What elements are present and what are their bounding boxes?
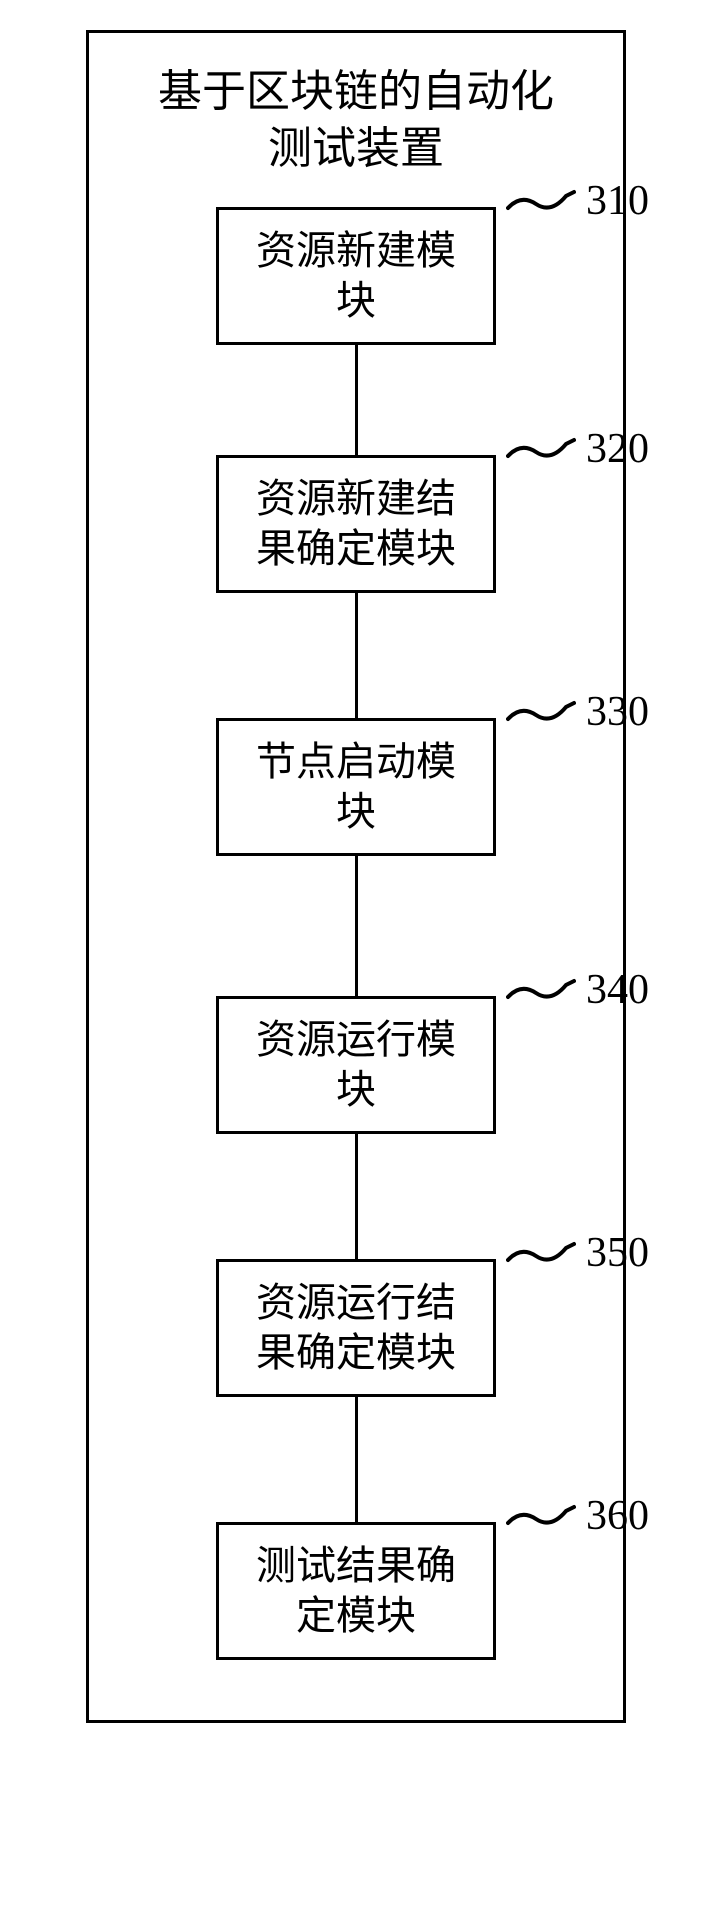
connector-340 <box>355 1134 358 1259</box>
module-row-320: 320资源新建结果确定模块 <box>216 455 496 593</box>
module-text-line1: 资源新建模 <box>256 228 456 273</box>
outer-container: 基于区块链的自动化 测试装置 310资源新建模块 320资源新建结果确定模块 3… <box>86 30 626 1723</box>
module-row-340: 340资源运行模块 <box>216 996 496 1134</box>
label-group-330: 330 <box>506 688 649 736</box>
label-group-310: 310 <box>506 177 649 225</box>
squiggle-icon <box>506 697 576 727</box>
title-line-1: 基于区块链的自动化 <box>158 67 554 116</box>
module-text-line1: 测试结果确 <box>256 1543 456 1588</box>
module-text-line1: 资源运行结 <box>256 1280 456 1325</box>
module-box-360: 测试结果确定模块 <box>216 1522 496 1660</box>
module-text-line2: 块 <box>336 1067 376 1112</box>
module-row-310: 310资源新建模块 <box>216 207 496 345</box>
diagram-title: 基于区块链的自动化 测试装置 <box>158 63 554 177</box>
module-text-line2: 块 <box>336 278 376 323</box>
label-group-350: 350 <box>506 1229 649 1277</box>
node-id-label: 330 <box>586 688 649 736</box>
node-id-label: 340 <box>586 966 649 1014</box>
module-row-350: 350资源运行结果确定模块 <box>216 1259 496 1397</box>
squiggle-icon <box>506 186 576 216</box>
module-text-line2: 果确定模块 <box>256 526 456 571</box>
module-text-line1: 资源新建结 <box>256 476 456 521</box>
node-id-label: 350 <box>586 1229 649 1277</box>
label-group-360: 360 <box>506 1492 649 1540</box>
module-text-line2: 定模块 <box>296 1593 416 1638</box>
module-box-320: 资源新建结果确定模块 <box>216 455 496 593</box>
module-box-340: 资源运行模块 <box>216 996 496 1134</box>
node-id-label: 360 <box>586 1492 649 1540</box>
squiggle-icon <box>506 434 576 464</box>
module-box-330: 节点启动模块 <box>216 718 496 856</box>
module-text-line2: 块 <box>336 789 376 834</box>
module-text-line1: 节点启动模 <box>256 739 456 784</box>
connector-350 <box>355 1397 358 1522</box>
title-line-2: 测试装置 <box>268 124 444 173</box>
label-group-340: 340 <box>506 966 649 1014</box>
module-row-360: 360测试结果确定模块 <box>216 1522 496 1660</box>
nodes-container: 310资源新建模块 320资源新建结果确定模块 330节点启动模块 340资源运… <box>216 207 496 1660</box>
squiggle-icon <box>506 975 576 1005</box>
label-group-320: 320 <box>506 425 649 473</box>
node-id-label: 310 <box>586 177 649 225</box>
connector-330 <box>355 856 358 996</box>
module-box-350: 资源运行结果确定模块 <box>216 1259 496 1397</box>
connector-310 <box>355 345 358 455</box>
module-text-line2: 果确定模块 <box>256 1330 456 1375</box>
connector-320 <box>355 593 358 718</box>
module-text-line1: 资源运行模 <box>256 1017 456 1062</box>
module-box-310: 资源新建模块 <box>216 207 496 345</box>
module-row-330: 330节点启动模块 <box>216 718 496 856</box>
node-id-label: 320 <box>586 425 649 473</box>
squiggle-icon <box>506 1501 576 1531</box>
squiggle-icon <box>506 1238 576 1268</box>
